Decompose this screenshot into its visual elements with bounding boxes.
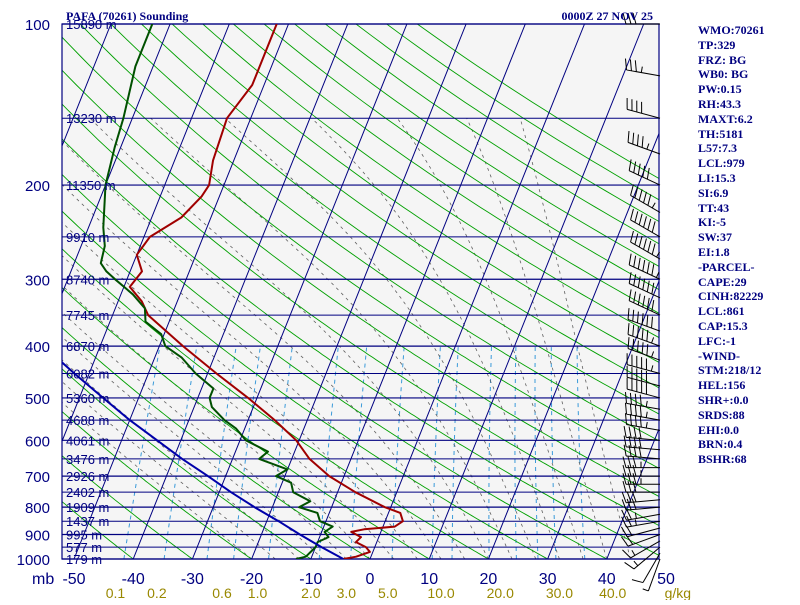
index-row: EI:1.8 <box>698 245 765 260</box>
temperature-tick-label: 0 <box>366 571 375 588</box>
height-label: 4061 m <box>66 433 109 448</box>
height-label: 8740 m <box>66 272 109 287</box>
index-row: -PARCEL- <box>698 260 765 275</box>
wind-barb-flag <box>632 580 643 583</box>
index-row: LFC:-1 <box>698 334 765 349</box>
index-row: WMO:70261 <box>698 23 765 38</box>
pressure-tick-label: 100 <box>25 17 50 34</box>
index-row: -WIND- <box>698 349 765 364</box>
index-row: SRDS:88 <box>698 408 765 423</box>
height-label: 4688 m <box>66 413 109 428</box>
index-row: BSHR:68 <box>698 452 765 467</box>
pressure-tick-label: 700 <box>25 469 50 486</box>
index-row: RH:43.3 <box>698 97 765 112</box>
index-row: BRN:0.4 <box>698 437 765 452</box>
index-row: SHR+:0.0 <box>698 393 765 408</box>
station-title: PAFA (70261) Sounding <box>66 9 188 23</box>
temperature-tick-label: -30 <box>181 571 204 588</box>
height-label: 2926 m <box>66 469 109 484</box>
pressure-tick-label: 900 <box>25 528 50 545</box>
mixing-ratio-label: g/kg <box>665 585 691 600</box>
mixing-ratio-label: 3.0 <box>337 585 357 600</box>
mixing-ratio-label: 10.0 <box>427 585 454 600</box>
mixing-ratio-label: 0.1 <box>106 585 126 600</box>
mixing-ratio-label: 30.0 <box>546 585 573 600</box>
index-row: FRZ: BG <box>698 53 765 68</box>
mixing-ratio-label: 0.2 <box>147 585 167 600</box>
index-row: TH:5181 <box>698 127 765 142</box>
index-row: SI:6.9 <box>698 186 765 201</box>
height-label: 5360 m <box>66 391 109 406</box>
index-row: CAPE:29 <box>698 275 765 290</box>
mixing-ratio-label: 0.6 <box>212 585 232 600</box>
index-row: TT:43 <box>698 201 765 216</box>
mixing-ratio-label: 5.0 <box>378 585 398 600</box>
pressure-axis-labels: 100 200 300 400 500 600 700 800 900 1000 <box>17 17 50 569</box>
mixing-ratio-label: 2.0 <box>301 585 321 600</box>
height-label: 13230 m <box>66 111 117 126</box>
index-row: LI:15.3 <box>698 171 765 186</box>
mixing-ratio-label: 1.0 <box>248 585 268 600</box>
index-row: LCL:861 <box>698 304 765 319</box>
height-label: 6870 m <box>66 339 109 354</box>
index-row: TP:329 <box>698 38 765 53</box>
mixing-ratio-label: 40.0 <box>599 585 626 600</box>
pressure-tick-label: 300 <box>25 272 50 289</box>
pressure-tick-label: 800 <box>25 500 50 517</box>
index-row: PW:0.15 <box>698 82 765 97</box>
wind-barb-flag <box>625 562 634 568</box>
height-label: 2402 m <box>66 485 109 500</box>
temperature-tick-label: -50 <box>62 571 85 588</box>
pressure-unit-label: mb <box>32 571 54 588</box>
index-row: WB0: BG <box>698 67 765 82</box>
pressure-tick-label: 1000 <box>17 552 50 569</box>
height-label: 7745 m <box>66 308 109 323</box>
height-label: 3476 m <box>66 452 109 467</box>
index-row: STM:218/12 <box>698 363 765 378</box>
height-label: 179 m <box>66 552 102 567</box>
height-label: 9910 m <box>66 230 109 245</box>
index-row: LCL:979 <box>698 156 765 171</box>
index-row: KI:-5 <box>698 215 765 230</box>
pressure-tick-label: 600 <box>25 433 50 450</box>
index-row: MAXT:6.2 <box>698 112 765 127</box>
index-row: HEL:156 <box>698 378 765 393</box>
pressure-tick-label: 400 <box>25 339 50 356</box>
height-label: 11350 m <box>66 178 116 193</box>
height-label: 1909 m <box>66 500 109 515</box>
index-row: CINH:82229 <box>698 289 765 304</box>
mixing-ratio-label: 20.0 <box>487 585 514 600</box>
valid-time: 0000Z 27 NOV 25 <box>562 9 653 23</box>
index-row: L57:7.3 <box>698 141 765 156</box>
index-row: EHI:0.0 <box>698 423 765 438</box>
pressure-tick-label: 500 <box>25 391 50 408</box>
pressure-tick-label: 200 <box>25 178 50 195</box>
wind-barb-half-flag <box>634 561 638 566</box>
index-row: CAP:15.3 <box>698 319 765 334</box>
height-label: 6082 m <box>66 366 109 381</box>
wind-barb-half-flag <box>643 589 649 591</box>
index-row: SW:37 <box>698 230 765 245</box>
